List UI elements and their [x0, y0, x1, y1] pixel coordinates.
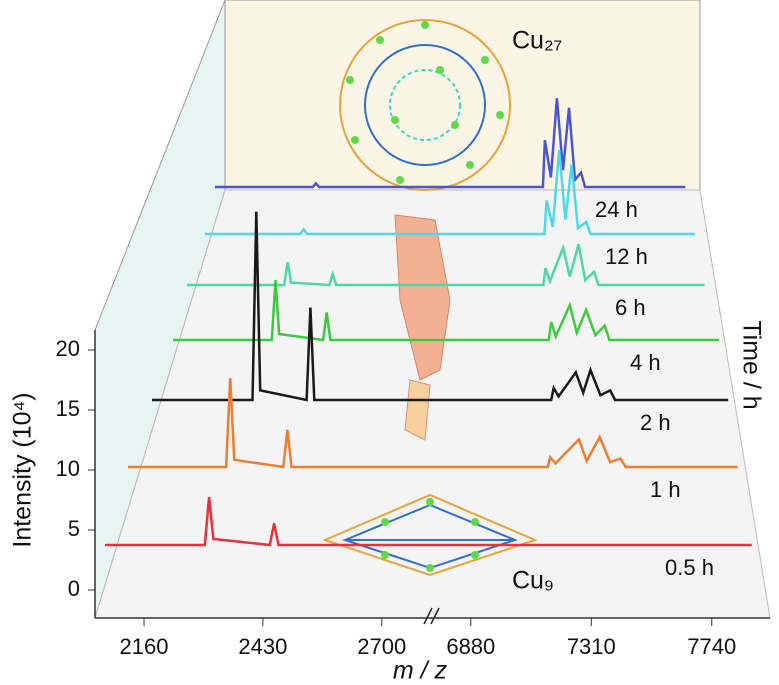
cu27-structure [339, 19, 511, 191]
y-tick-label: 0 [68, 576, 80, 601]
series-label: 24 h [595, 197, 638, 222]
series-label: 2 h [640, 410, 671, 435]
series-label: 4 h [630, 350, 661, 375]
x-tick-label: 7740 [687, 634, 736, 659]
y-tick-label: 5 [68, 516, 80, 541]
x-tick-label: 2700 [357, 634, 406, 659]
x-tick-label: 6880 [446, 634, 495, 659]
spectrum-line [128, 378, 738, 469]
annotation: Cu₂₇ [512, 27, 562, 55]
series-label: 0.5 h [665, 555, 714, 580]
series-label: 1 h [650, 477, 681, 502]
axis-break [423, 607, 440, 625]
spectrum-line [205, 149, 695, 236]
y-axis-label: Intensity (10⁴) [9, 392, 37, 547]
spectrum-line [215, 98, 686, 189]
x-axis-label: m / z [393, 657, 448, 685]
annotation: Cu₉ [512, 567, 554, 595]
cu9-structure [322, 493, 538, 577]
series-label: 6 h [615, 295, 646, 320]
spectrum-line [187, 243, 705, 287]
y-tick-label: 20 [56, 336, 80, 361]
spectrum-line [105, 496, 752, 547]
x-tick-label: 7310 [567, 634, 616, 659]
z-axis-label: Time / h [737, 320, 765, 409]
x-tick-label: 2160 [120, 634, 169, 659]
y-tick-label: 15 [56, 396, 80, 421]
y-tick-label: 10 [56, 456, 80, 481]
x-tick-label: 2430 [238, 634, 287, 659]
spectrum-line [173, 279, 719, 342]
spectrum-line [152, 211, 729, 402]
series-label: 12 h [605, 244, 648, 269]
